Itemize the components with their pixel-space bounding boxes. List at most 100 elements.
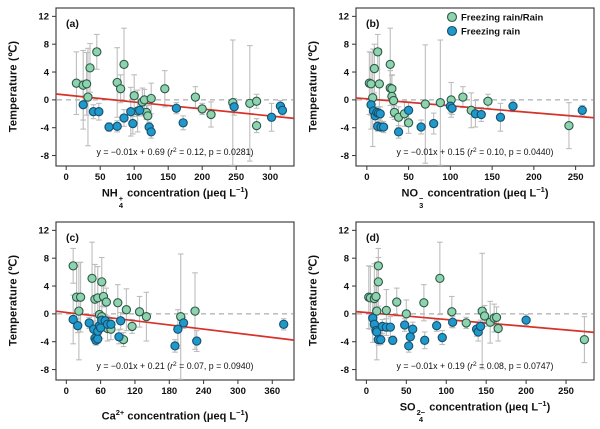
data-point [229, 102, 239, 112]
y-tick-label: 8 [44, 39, 49, 50]
formula-subsup: −3 [419, 194, 424, 210]
y-tick-label: 12 [338, 12, 349, 23]
y-tick-label: 12 [338, 226, 349, 237]
data-point [266, 112, 277, 122]
data-point [388, 95, 399, 106]
data-point [171, 103, 182, 113]
x-tick-label: 200 [518, 386, 534, 397]
data-point [400, 320, 410, 330]
data-point [577, 105, 587, 115]
panel-c: Temperature (℃) 0 60 120 180 240 300 360 -8 -4 0 4… [0, 214, 300, 428]
unit-exponent: −1 [538, 398, 547, 408]
data-point [369, 63, 380, 74]
x-axis-label: NH +4 concentration (μeq L−1) [101, 184, 249, 210]
data-point [114, 332, 124, 342]
data-point [251, 96, 262, 106]
regression-line [355, 310, 595, 334]
data-point [381, 305, 391, 316]
data-point [387, 84, 397, 94]
data-point [447, 317, 458, 327]
data-point [134, 105, 145, 115]
data-point [113, 298, 123, 308]
panel-a: Temperature (℃) 0 50 100 150 200 250 300 -8 -4 0 4… [0, 0, 300, 214]
x-tick-label: 100 [442, 172, 458, 183]
data-point [85, 63, 95, 73]
x-tick-label: 150 [478, 386, 494, 397]
panel-letter: (a) [66, 18, 79, 30]
x-tick-label: 200 [194, 172, 210, 183]
data-point [279, 319, 289, 329]
x-tick-label: 150 [484, 172, 500, 183]
data-point [93, 334, 103, 344]
data-point [420, 99, 430, 109]
x-tick-label: 240 [196, 386, 212, 397]
data-point [403, 118, 414, 128]
data-point [112, 121, 122, 131]
x-tick-label: 0 [64, 386, 69, 397]
unit-exponent: −1 [235, 184, 245, 194]
data-point [366, 79, 376, 89]
data-point [178, 118, 188, 128]
x-axis-label: NO −3 concentration (μeq L−1) [401, 184, 549, 210]
y-tick-label: 8 [344, 253, 349, 264]
data-point [192, 336, 202, 346]
x-axis-label: SO 2− 4 concentration (μeq L−1) [399, 398, 551, 424]
data-point [419, 298, 429, 308]
fit-equation: y = −0.01x + 0.69 (r2 = 0.12, p = 0.0281… [96, 147, 253, 157]
x-tick-label: 0 [364, 172, 369, 183]
unit-exponent: −1 [236, 408, 245, 418]
data-point [401, 309, 411, 319]
data-point [491, 312, 502, 323]
y-tick-label: 8 [344, 39, 349, 50]
data-point [277, 105, 288, 115]
x-tick-label: 0 [64, 172, 69, 183]
fit-equation: y = −0.01x + 0.19 (r2 = 0.08, p = 0.0747… [396, 361, 553, 371]
data-point [475, 321, 486, 332]
y-tick-label: 0 [44, 309, 49, 320]
data-point [134, 307, 145, 317]
y-tick-label: 8 [44, 253, 49, 264]
plot-frame [355, 221, 595, 381]
y-tick-label: -4 [341, 337, 350, 348]
data-point [190, 92, 201, 102]
y-tick-label: -4 [41, 337, 50, 348]
y-tick-label: -8 [41, 151, 49, 162]
data-point [78, 100, 88, 110]
data-point [119, 59, 129, 70]
y-tick-label: 12 [38, 12, 49, 23]
data-point [376, 334, 386, 345]
data-point [408, 324, 418, 334]
scatter-plot-b: 0 50 100 150 200 250 -8 -4 0 4 8 12 (b) y = −0.01x + … [338, 7, 595, 183]
fit-equation: y = −0.01x + 0.21 (r2 = 0.07, p = 0.0940… [96, 361, 253, 371]
data-point [68, 261, 78, 271]
data-point [564, 120, 574, 131]
data-point [74, 306, 84, 316]
data-point [403, 105, 414, 115]
data-point [104, 122, 114, 132]
x-tick-label: 50 [95, 172, 106, 183]
x-tick-label: 150 [160, 172, 176, 183]
data-point [437, 332, 447, 343]
data-point [68, 314, 78, 325]
x-tick-label: 60 [95, 386, 106, 397]
data-point [101, 297, 111, 307]
data-point [75, 292, 86, 302]
data-point [508, 101, 518, 111]
data-point [385, 322, 395, 332]
y-tick-label: -4 [41, 123, 50, 134]
y-tick-label: 4 [44, 67, 50, 78]
x-tick-label: 100 [126, 172, 142, 183]
y-tick-label: 4 [344, 67, 350, 78]
scatter-plot-c: 0 60 120 180 240 300 360 -8 -4 0 4 8 12 (c) y = −0.01x… [38, 221, 295, 397]
data-point [129, 91, 139, 101]
y-tick-label: 4 [44, 281, 50, 292]
x-tick-label: 360 [264, 386, 280, 397]
data-point [146, 93, 156, 104]
data-point [447, 103, 457, 113]
panel-b: Temperature (℃) 0 50 100 150 200 250 -8 -4 0 4 8 12… [300, 0, 600, 214]
data-point [392, 297, 402, 307]
data-point [495, 112, 506, 122]
data-point [251, 120, 262, 131]
panel-d: Temperature (℃) 0 50 100 150 200 250 -8 -4 0 4 8 12… [300, 214, 600, 428]
data-point [81, 79, 92, 89]
